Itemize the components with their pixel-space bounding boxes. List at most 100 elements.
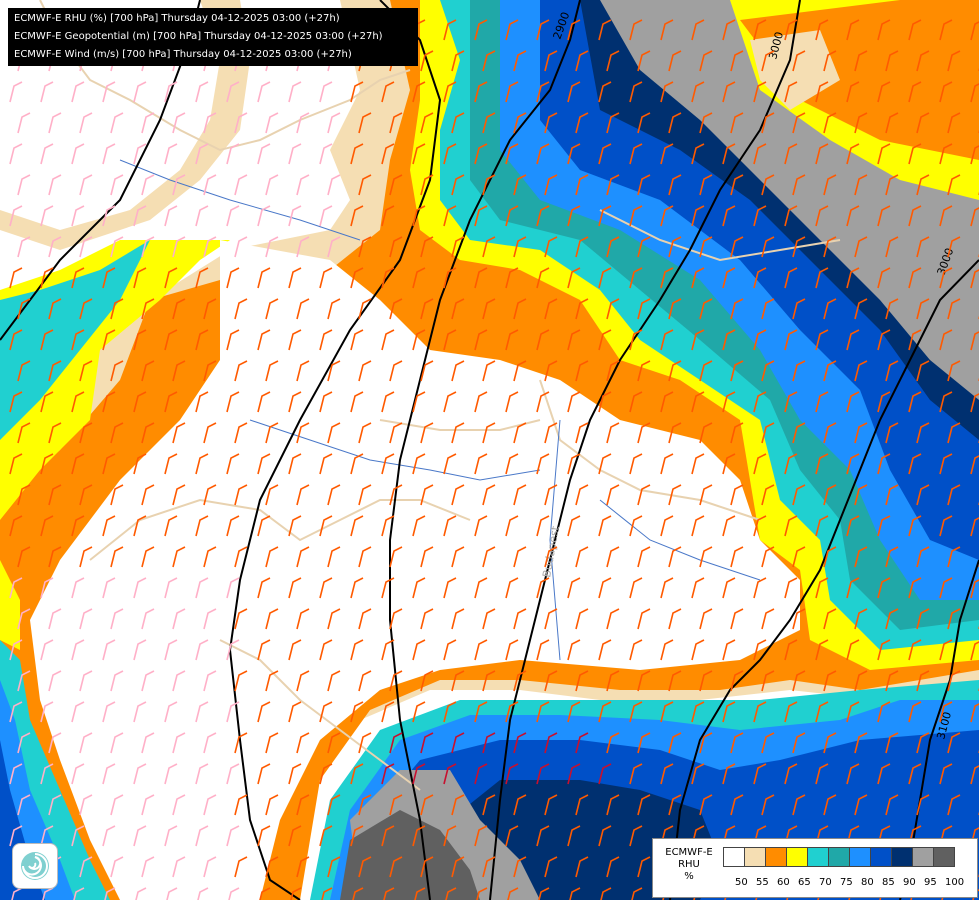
wind-barb — [753, 515, 767, 537]
legend-swatch — [933, 847, 955, 867]
wind-barb — [885, 670, 899, 692]
wind-barb — [629, 639, 643, 661]
wind-barb — [505, 639, 519, 661]
wind-barb — [265, 236, 279, 258]
wind-barb — [288, 577, 302, 599]
wind-barb — [79, 670, 93, 692]
wind-barb — [575, 484, 589, 506]
wind-barb — [908, 763, 922, 785]
wind-barb — [110, 112, 124, 134]
wind-barb — [947, 484, 961, 506]
wind-barb — [536, 639, 550, 661]
wind-barb — [389, 298, 403, 320]
wind-barb — [823, 732, 837, 754]
wind-barb — [939, 391, 953, 413]
wind-barb — [319, 267, 333, 289]
wind-barb — [916, 484, 930, 506]
wind-barb — [567, 81, 581, 103]
wind-barb — [319, 143, 333, 165]
wind-barb — [172, 732, 186, 754]
wind-barb — [908, 515, 922, 537]
wind-barb — [482, 50, 496, 72]
wind-barb — [606, 298, 620, 320]
wind-barb — [102, 81, 116, 103]
wind-barb — [412, 515, 426, 537]
wind-barb — [358, 670, 372, 692]
wind-barb — [846, 639, 860, 661]
wind-barb — [629, 81, 643, 103]
wind-barb — [482, 608, 496, 630]
wind-barb — [908, 453, 922, 475]
wind-barb — [660, 639, 674, 661]
wind-barb — [389, 174, 403, 196]
wind-barb — [660, 267, 674, 289]
wind-barb — [17, 732, 31, 754]
wind-barb — [730, 112, 744, 134]
wind-barb — [381, 577, 395, 599]
wind-barb — [970, 703, 979, 723]
wind-barb — [172, 422, 186, 444]
wind-barb — [598, 143, 612, 165]
wind-barb — [110, 298, 124, 320]
wind-barb — [846, 267, 860, 289]
wind-barb — [71, 267, 85, 289]
wind-barb — [823, 50, 837, 72]
wind-barb — [389, 670, 403, 692]
wind-barb — [327, 670, 341, 692]
wind-barb — [482, 174, 496, 196]
wind-barb — [606, 236, 620, 258]
wind-barb — [970, 765, 979, 785]
wind-barb — [133, 701, 147, 723]
wind-barb — [567, 143, 581, 165]
wind-barb — [420, 670, 434, 692]
wind-barb — [761, 794, 775, 816]
wind-barb — [296, 608, 310, 630]
wind-barb — [9, 267, 23, 289]
wind-barb — [792, 298, 806, 320]
wind-barb — [947, 670, 961, 692]
wind-barb — [784, 453, 798, 475]
wind-barb — [598, 639, 612, 661]
wind-barb — [40, 639, 54, 661]
wind-barb — [939, 329, 953, 351]
wind-barb — [296, 546, 310, 568]
wind-barb — [327, 298, 341, 320]
ecmwf-swirl-icon — [12, 843, 58, 889]
wind-barb — [916, 732, 930, 754]
wind-barb — [420, 422, 434, 444]
wind-barb — [350, 391, 364, 413]
wind-barb — [17, 794, 31, 816]
wind-barb — [9, 329, 23, 351]
wind-barb — [265, 670, 279, 692]
wind-barb — [17, 112, 31, 134]
wind-barb — [660, 391, 674, 413]
wind-barb — [699, 236, 713, 258]
wind-barb — [296, 856, 310, 878]
wind-barb — [544, 856, 558, 878]
wind-barb — [296, 422, 310, 444]
wind-barb — [815, 81, 829, 103]
wind-barb — [536, 81, 550, 103]
wind-barb — [606, 422, 620, 444]
wind-barb — [40, 329, 54, 351]
wind-barb — [536, 577, 550, 599]
legend-swatch — [786, 847, 808, 867]
wind-barb — [389, 608, 403, 630]
legend-title-line: ECMWF-E — [665, 847, 713, 858]
wind-barb — [102, 701, 116, 723]
wind-barb — [195, 701, 209, 723]
wind-barb — [133, 453, 147, 475]
wind-barb — [947, 298, 961, 320]
wind-barb — [792, 112, 806, 134]
wind-barb — [885, 298, 899, 320]
wind-barb — [451, 608, 465, 630]
wind-barb — [296, 484, 310, 506]
legend-swatch — [765, 847, 787, 867]
wind-barb — [40, 701, 54, 723]
wind-barb — [17, 484, 31, 506]
wind-barb — [358, 360, 372, 382]
wind-barb — [482, 546, 496, 568]
wind-barb — [637, 856, 651, 878]
wind-barb — [350, 763, 364, 785]
wind-barb — [854, 360, 868, 382]
